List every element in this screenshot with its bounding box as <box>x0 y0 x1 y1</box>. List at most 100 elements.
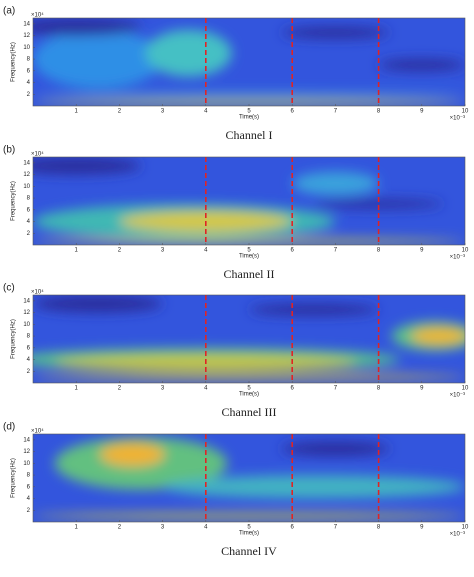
caption: Channel III <box>222 405 277 419</box>
x-tick-label: 7 <box>334 386 338 392</box>
x-axis-label: Time(s) <box>239 392 259 398</box>
plot-area <box>33 434 465 522</box>
y-tick-label: 12 <box>23 172 30 178</box>
x-tick-label: 9 <box>420 248 424 254</box>
y-exponent: ×10⁴ <box>31 428 44 435</box>
y-tick-label: 2 <box>27 231 31 237</box>
hotspot <box>33 238 465 245</box>
x-tick-label: 2 <box>118 109 122 115</box>
y-tick-label: 6 <box>27 68 31 74</box>
x-tick-label: 7 <box>334 109 338 115</box>
x-tick-label: 4 <box>204 525 208 531</box>
x-axis-label: Time(s) <box>239 254 259 260</box>
hotspot <box>33 295 163 313</box>
x-exponent: ×10⁻³ <box>450 532 465 538</box>
x-tick-label: 5 <box>247 248 251 254</box>
x-tick-label: 9 <box>420 386 424 392</box>
spectrum <box>33 436 465 520</box>
y-tick-label: 8 <box>27 196 31 202</box>
x-tick-label: 8 <box>377 525 381 531</box>
caption: Channel I <box>226 128 273 142</box>
x-tick-label: 5 <box>247 386 251 392</box>
x-tick-label: 2 <box>118 525 122 531</box>
y-tick-label: 4 <box>27 357 31 363</box>
y-tick-label: 14 <box>23 437 30 443</box>
y-tick-label: 6 <box>27 345 31 351</box>
x-tick-label: 4 <box>204 248 208 254</box>
hotspot <box>33 374 465 381</box>
y-tick-label: 14 <box>23 160 30 166</box>
y-tick-label: 8 <box>27 334 31 340</box>
x-tick-label: 8 <box>377 248 381 254</box>
x-tick-label: 10 <box>462 525 469 531</box>
x-tick-label: 4 <box>204 386 208 392</box>
x-tick-label: 3 <box>161 248 165 254</box>
x-tick-label: 1 <box>75 525 79 531</box>
hotspot <box>378 59 465 71</box>
y-tick-label: 12 <box>23 310 30 316</box>
plot-area <box>33 295 465 383</box>
x-tick-label: 7 <box>334 248 338 254</box>
y-tick-label: 2 <box>27 369 31 375</box>
x-tick-label: 10 <box>462 248 469 254</box>
y-tick-label: 4 <box>27 219 31 225</box>
y-axis-label: Frequency(Hz) <box>11 319 17 359</box>
panel-label: (d) <box>3 422 15 433</box>
x-tick-label: 4 <box>204 109 208 115</box>
y-tick-label: 12 <box>23 449 30 455</box>
x-tick-label: 1 <box>75 386 79 392</box>
hotspot <box>33 157 141 175</box>
y-tick-label: 2 <box>27 92 31 98</box>
y-tick-label: 8 <box>27 473 31 479</box>
hotspot <box>411 327 465 345</box>
hotspot <box>292 171 379 196</box>
y-tick-label: 12 <box>23 33 30 39</box>
y-tick-label: 10 <box>23 184 30 190</box>
x-tick-label: 8 <box>377 386 381 392</box>
plot-area <box>33 157 465 245</box>
x-exponent: ×10⁻³ <box>450 255 465 261</box>
y-tick-label: 4 <box>27 496 31 502</box>
hotspot <box>162 475 465 499</box>
y-exponent: ×10⁴ <box>31 289 44 296</box>
panel-label: (a) <box>3 6 15 17</box>
y-tick-label: 10 <box>23 45 30 51</box>
x-exponent: ×10⁻³ <box>450 393 465 399</box>
caption: Channel IV <box>221 544 277 558</box>
hotspot <box>281 26 390 39</box>
x-tick-label: 2 <box>118 248 122 254</box>
x-tick-label: 6 <box>291 386 295 392</box>
x-tick-label: 10 <box>462 386 469 392</box>
hotspot <box>33 99 465 106</box>
y-axis-label: Frequency(Hz) <box>11 181 17 221</box>
x-tick-label: 3 <box>161 386 165 392</box>
hotspot <box>33 18 141 36</box>
x-tick-label: 5 <box>247 525 251 531</box>
x-tick-label: 3 <box>161 109 165 115</box>
x-tick-label: 6 <box>291 525 295 531</box>
x-tick-label: 8 <box>377 109 381 115</box>
panel-label: (b) <box>3 145 15 156</box>
x-tick-label: 2 <box>118 386 122 392</box>
hotspot <box>99 442 165 467</box>
x-tick-label: 10 <box>462 109 469 115</box>
hotspot <box>33 92 465 97</box>
y-tick-label: 6 <box>27 484 31 490</box>
x-axis-label: Time(s) <box>239 531 259 537</box>
x-tick-label: 9 <box>420 109 424 115</box>
x-tick-label: 3 <box>161 525 165 531</box>
hotspot <box>33 513 465 520</box>
plot-area <box>33 18 465 106</box>
x-tick-label: 9 <box>420 525 424 531</box>
x-tick-label: 7 <box>334 525 338 531</box>
panel-label: (c) <box>3 283 15 294</box>
hotspot <box>313 199 444 209</box>
x-axis-label: Time(s) <box>239 115 259 121</box>
spectrum <box>33 18 465 106</box>
hotspot <box>145 29 232 77</box>
y-exponent: ×10⁴ <box>31 12 44 19</box>
y-exponent: ×10⁴ <box>31 151 44 158</box>
hotspot <box>248 303 379 316</box>
